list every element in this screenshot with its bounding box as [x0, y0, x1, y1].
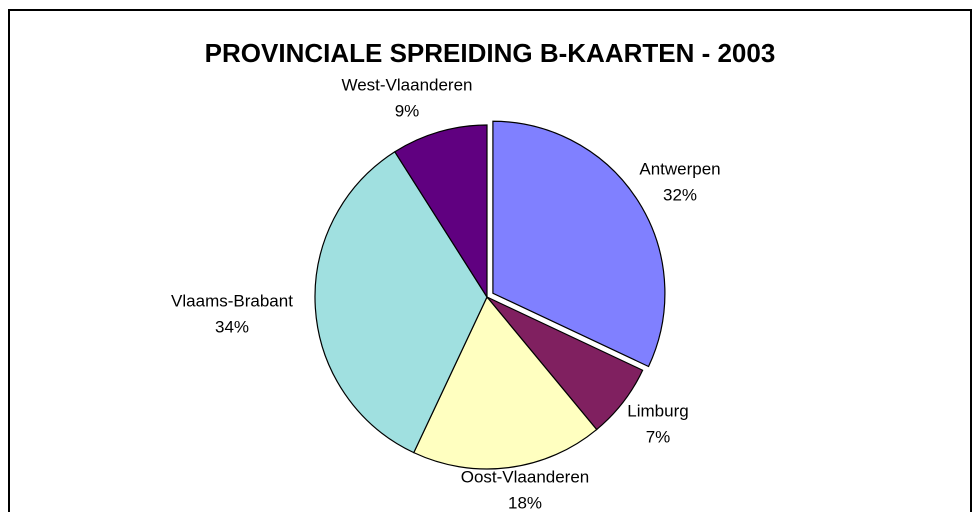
- slice-label: Vlaams-Brabant: [171, 291, 293, 310]
- slice-value-label: 34%: [215, 317, 249, 336]
- pie-slice: [412, 295, 598, 470]
- slice-label: Antwerpen: [639, 159, 720, 178]
- slice-label: Oost-Vlaanderen: [461, 467, 590, 486]
- slice-value-label: 32%: [663, 185, 697, 204]
- slice-value-label: 7%: [646, 427, 671, 446]
- pie-slice: [394, 124, 488, 300]
- slice-label: Limburg: [627, 401, 688, 420]
- pie-slice: [492, 120, 666, 368]
- chart-title: PROVINCIALE SPREIDING B-KAARTEN - 2003: [205, 38, 776, 68]
- pie-slice: [314, 150, 488, 454]
- slice-value-label: 9%: [395, 101, 420, 120]
- slice-label: West-Vlaanderen: [341, 75, 472, 94]
- chart-border: [8, 9, 972, 512]
- slice-value-label: 18%: [508, 493, 542, 512]
